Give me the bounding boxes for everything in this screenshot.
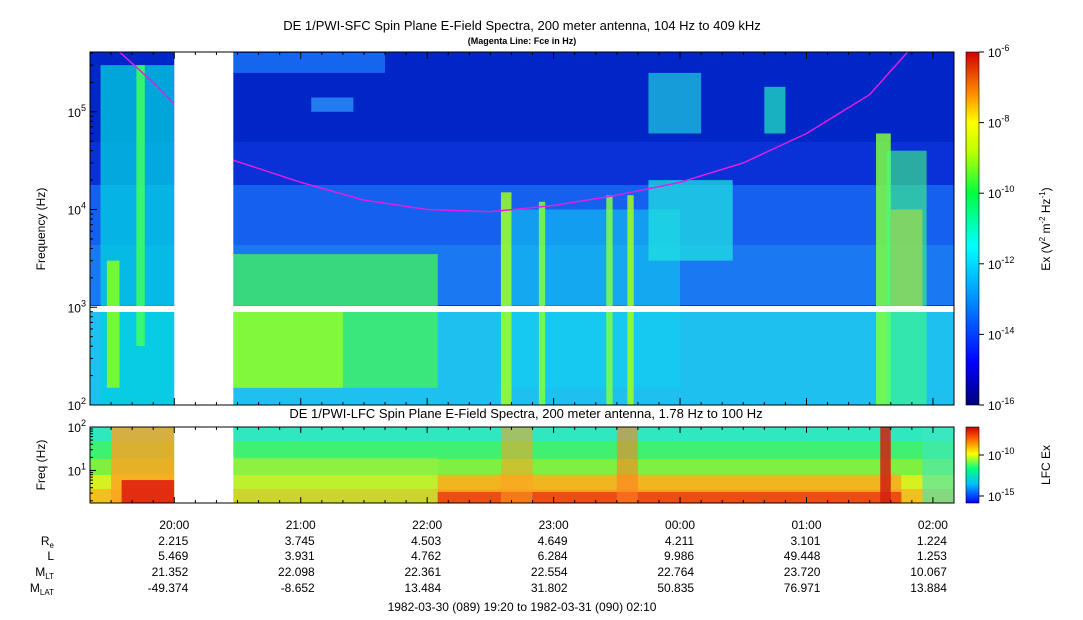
feature-mid-cloud (648, 180, 733, 261)
ephemeris-value: 4.762 (411, 549, 441, 563)
top-colorbar-tick-label: 10-14 (988, 325, 1014, 342)
feature-burst-early-spike (136, 65, 145, 347)
feature-high-cloud-2 (764, 86, 786, 134)
feature-lowfreq-band-core (233, 307, 343, 388)
bottom-spectrogram (90, 427, 954, 503)
top-y-tick-label: 105 (68, 103, 86, 120)
feature-top-edge-1 (233, 52, 386, 73)
ephemeris-value: 22.764 (657, 565, 694, 579)
bottom-y-tick-label: 101 (68, 461, 86, 478)
feature-top-edge-2 (311, 97, 354, 112)
ephemeris-value: 4.211 (665, 534, 694, 548)
top-panel-title: DE 1/PWI-SFC Spin Plane E-Field Spectra,… (283, 18, 761, 33)
ephemeris-value: 3.931 (285, 549, 315, 563)
ephemeris-row-label: MLAT (30, 581, 54, 597)
ephemeris-value: 10.067 (910, 565, 947, 579)
feature-burst-early-core (106, 260, 120, 388)
feature-vlf-spike-4 (627, 195, 634, 405)
ephemeris-value: 13.484 (404, 581, 441, 595)
ephemeris-value: 22.098 (278, 565, 315, 579)
bottom-y-axis-label: Freq (Hz) (34, 440, 48, 491)
ephemeris-value: 50.835 (657, 581, 694, 595)
x-tick-label: 22:00 (412, 518, 442, 532)
top-colorbar-tick-label: 10-8 (988, 114, 1009, 131)
top-colorbar-ticks: 10-6 10-8 10-10 10-12 10-14 10-16 (979, 43, 1014, 413)
top-panel-subtitle: (Magenta Line: Fce in Hz) (468, 36, 577, 46)
ephemeris-value: 6.284 (538, 549, 568, 563)
bottom-y-axis: 101 102 (68, 418, 96, 502)
low-feature-early-core (121, 480, 175, 503)
x-tick-label: 02:00 (918, 518, 948, 532)
ephemeris-row-label: Re (41, 534, 55, 550)
ephemeris-value: 5.469 (158, 549, 188, 563)
top-colorbar (965, 51, 980, 406)
low-feature-end (922, 427, 954, 503)
low-feature-spike-1 (500, 427, 533, 503)
top-y-tick-label: 102 (68, 396, 86, 413)
feature-vlf-spike-1 (500, 192, 512, 405)
top-colorbar-tick-label: 10-16 (988, 396, 1014, 413)
bottom-y-tick-label: 102 (68, 418, 86, 435)
ephemeris-row-label: MLT (35, 565, 54, 581)
ephemeris-value: 31.802 (531, 581, 568, 595)
ephemeris-value: -8.652 (281, 581, 315, 595)
ephemeris-value: 49.448 (784, 549, 821, 563)
ephemeris-value: 23.720 (784, 565, 821, 579)
bottom-colorbar (965, 426, 980, 504)
top-1khz-gap-line (90, 306, 954, 312)
ephemeris-value: 76.971 (784, 581, 821, 595)
x-tick-label: 23:00 (539, 518, 569, 532)
top-colorbar-tick-label: 10-6 (988, 43, 1009, 60)
bottom-colorbar-tick-label: 10-15 (988, 487, 1014, 504)
ephemeris-row-label: L (47, 549, 54, 563)
feature-late-burst (886, 150, 927, 405)
ephemeris-value: 9.986 (664, 549, 694, 563)
feature-high-cloud-1 (648, 72, 702, 134)
low-feature-spike-3 (880, 427, 891, 503)
low-feature-spike-2 (616, 427, 638, 503)
ephemeris-value: 21.352 (152, 565, 189, 579)
x-axis: 20:00 21:00 22:00 23:00 00:00 01:00 02:00 (89, 52, 955, 532)
top-spectrogram (90, 52, 954, 405)
top-y-axis: 102 103 104 105 (68, 52, 97, 413)
ephemeris-value: -49.374 (148, 581, 189, 595)
bottom-colorbar-ticks: 10-10 10-15 (979, 446, 1014, 504)
top-colorbar-tick-label: 10-12 (988, 255, 1014, 272)
ephemeris-value: 1.253 (917, 549, 947, 563)
bottom-panel-title: DE 1/PWI-LFC Spin Plane E-Field Spectra,… (289, 406, 762, 421)
ephemeris-value: 3.101 (790, 534, 820, 548)
low-feature-mid (233, 457, 438, 503)
x-tick-label: 00:00 (665, 518, 695, 532)
ephemeris-value: 4.503 (411, 534, 441, 548)
top-colorbar-label: Ex (V2 m-2 Hz-1) (1038, 187, 1053, 270)
ephemeris-value: 1.224 (917, 534, 947, 548)
x-tick-label: 01:00 (791, 518, 821, 532)
feature-vlf-spike-3 (606, 195, 613, 405)
bottom-colorbar-tick-label: 10-10 (988, 446, 1014, 463)
top-spectral-features (100, 52, 927, 405)
bottom-spectral-features (111, 427, 954, 503)
ephemeris-value: 2.215 (158, 534, 188, 548)
low-feature-late-core (437, 491, 902, 503)
ephemeris-value: 22.361 (404, 565, 441, 579)
feature-vlf-spike-2 (538, 201, 546, 405)
top-y-axis-label: Frequency (Hz) (34, 188, 48, 271)
top-y-tick-label: 104 (68, 201, 86, 218)
top-colorbar-tick-label: 10-10 (988, 184, 1014, 201)
bottom-plot-frame (89, 426, 955, 504)
time-range-footer: 1982-03-30 (089) 19:20 to 1982-03-31 (09… (388, 600, 657, 614)
ephemeris-value: 4.649 (538, 534, 568, 548)
bottom-colorbar-label: LFC Ex (1039, 445, 1053, 485)
ephemeris-value: 22.554 (531, 565, 568, 579)
bottom-data-gap (174, 427, 234, 503)
x-tick-label: 21:00 (286, 518, 316, 532)
top-y-tick-label: 103 (68, 298, 86, 315)
top-data-gap (174, 52, 234, 405)
ephemeris-value: 3.745 (285, 534, 315, 548)
ephemeris-table: Re 2.215 3.745 4.503 4.649 4.211 3.101 1.224 L 5.… (30, 534, 947, 597)
x-tick-label: 20:00 (159, 518, 189, 532)
ephemeris-value: 13.884 (910, 581, 947, 595)
top-plot-frame (89, 51, 955, 406)
